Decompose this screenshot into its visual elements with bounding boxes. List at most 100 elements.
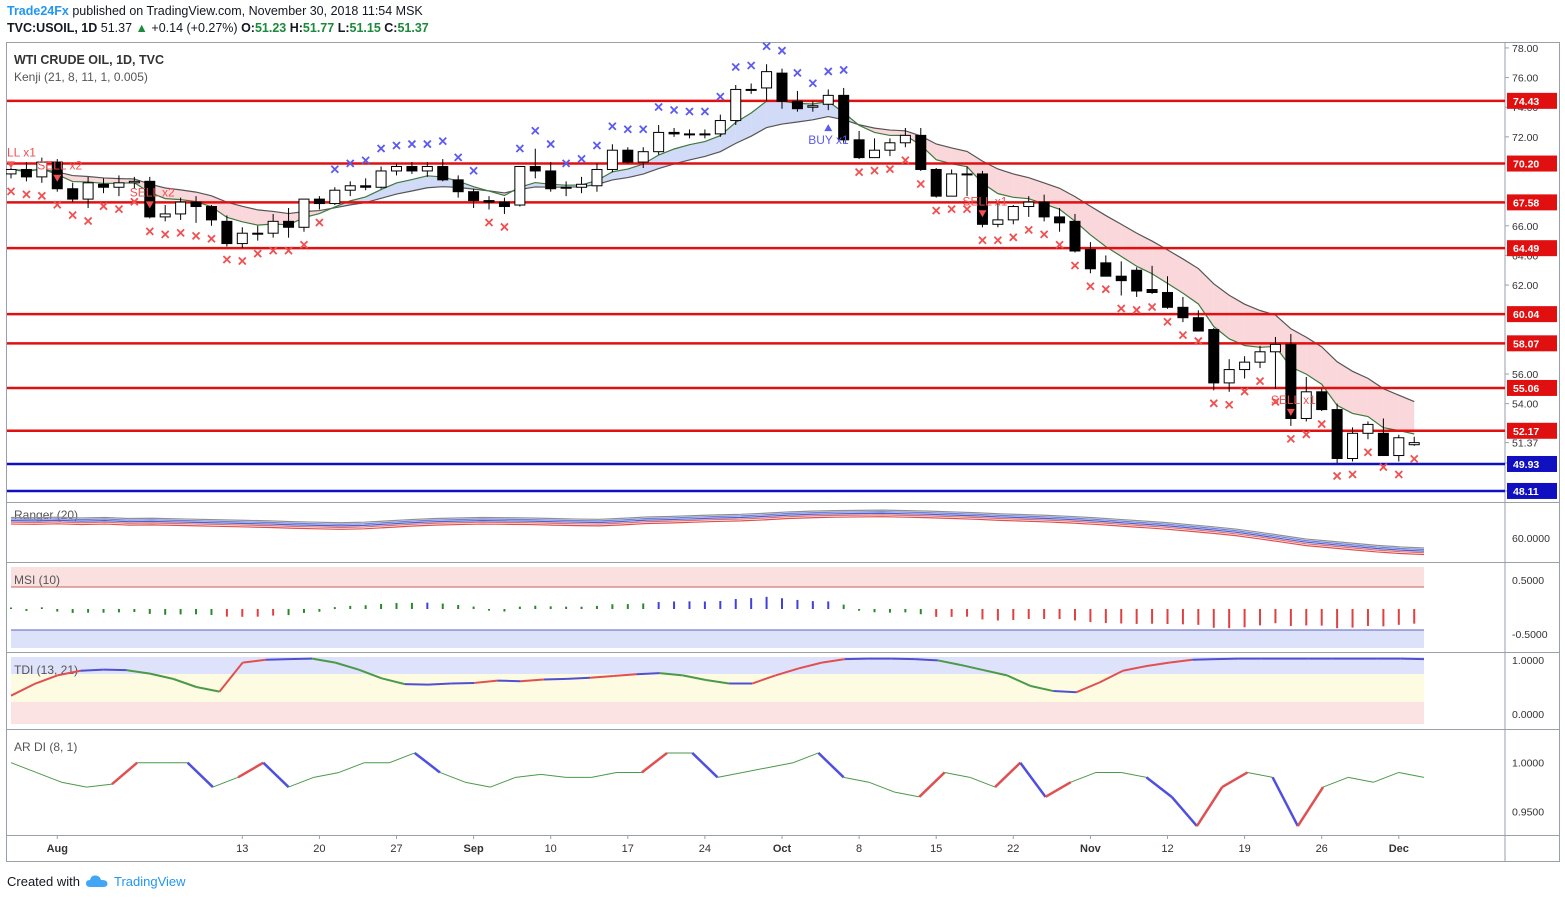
kenji-cloud-segment xyxy=(1013,173,1029,199)
time-tick-label: Nov xyxy=(1080,843,1102,855)
signal-cross-mark xyxy=(1178,330,1188,340)
level-price-tag xyxy=(1507,379,1557,396)
indicator-label: Kenji (21, 8, 11, 1, 0.005) xyxy=(14,70,148,84)
brand-label[interactable]: Trade24Fx xyxy=(7,4,69,18)
ardi-pane[interactable]: AR DI (8, 1) 1.0000 0.9500 xyxy=(10,740,1544,827)
level-price-tag xyxy=(1507,422,1557,439)
time-axis[interactable]: Aug 13 20 27 Sep 10 17 24 Oct 8 15 22 Nov 12 19 26 Dec xyxy=(47,835,1409,855)
candle-down xyxy=(406,166,418,172)
candle-up xyxy=(1393,437,1405,457)
msi-pane[interactable]: MSI (10) 0.5000 -0.5000 xyxy=(10,567,1548,648)
signal-cross-mark xyxy=(1394,470,1403,479)
candle-down xyxy=(1377,432,1389,457)
publish-text: published on TradingView.com, November 3… xyxy=(72,4,423,18)
chart-area[interactable]: 78.0076.0074.0072.0066.0064.0062.0056.00… xyxy=(6,42,1560,862)
level-price-tag xyxy=(1507,482,1557,499)
symbol-label: TVC:USOIL, 1D xyxy=(7,21,98,35)
signal-cross-mark xyxy=(762,42,771,51)
tdi-line-segment xyxy=(335,661,359,671)
buy-arrow-icon xyxy=(824,124,833,132)
ardi-line-segment xyxy=(1019,761,1047,798)
signal-cross-mark xyxy=(423,139,432,149)
ardi-line-segment xyxy=(515,773,541,778)
candle-up xyxy=(6,168,17,175)
signal-cross-mark xyxy=(83,216,93,226)
tradingview-link[interactable]: TradingView xyxy=(113,874,186,889)
msi-tick-label: 0.5000 xyxy=(1512,575,1544,587)
sell-signal-label: SELL x2 xyxy=(37,159,82,173)
tdi-line-segment xyxy=(265,658,289,661)
candle-up xyxy=(560,186,572,189)
level-price-label: 52.17 xyxy=(1513,426,1539,438)
ardi-line-segment xyxy=(1121,771,1147,778)
ranger-pane[interactable]: Ranger (20) 60.0000 xyxy=(10,508,1550,556)
signal-cross-mark xyxy=(1302,430,1311,439)
tdi-line-segment xyxy=(381,677,406,686)
tdi-line-segment xyxy=(10,683,35,697)
signal-cross-mark xyxy=(993,236,1003,245)
price-tick-label: 76.00 xyxy=(1512,73,1538,85)
signal-cross-mark xyxy=(1410,454,1419,464)
candle-down xyxy=(622,149,634,163)
candle-down xyxy=(437,166,449,181)
tdi-line-segment xyxy=(891,657,915,661)
tdi-line-segment xyxy=(358,668,382,680)
ardi-line-segment xyxy=(767,762,794,769)
price-pane[interactable]: 78.0076.0074.0072.0066.0064.0062.0056.00… xyxy=(6,42,1557,499)
kenji-cloud-segment xyxy=(1383,388,1399,431)
signal-cross-mark xyxy=(654,102,663,112)
candle-down xyxy=(1069,220,1081,252)
time-tick-label: 17 xyxy=(622,843,634,855)
signal-cross-mark xyxy=(315,218,324,227)
signal-cross-mark xyxy=(716,92,725,101)
kenji-cloud-segment xyxy=(1321,346,1338,406)
candle-up xyxy=(745,88,757,91)
signal-cross-mark xyxy=(531,126,540,135)
kenji-cloud-segment xyxy=(889,130,906,136)
candle-up xyxy=(1300,391,1312,419)
signal-cross-mark xyxy=(37,191,46,200)
time-tick-label: 22 xyxy=(1007,843,1019,855)
ardi-line-segment xyxy=(1170,796,1198,827)
ardi-line-segment xyxy=(793,752,819,764)
kenji-cloud-segment xyxy=(226,202,243,222)
kenji-cloud-segment xyxy=(751,101,767,137)
low-label: L: xyxy=(337,21,350,35)
tdi-pane[interactable]: TDI (13, 21) 1.0000 0.0000 xyxy=(10,655,1544,724)
kenji-cloud-segment xyxy=(1198,268,1214,327)
level-price-tag xyxy=(1507,455,1557,472)
signal-cross-mark xyxy=(1255,376,1265,386)
tdi-line-segment xyxy=(705,679,730,685)
candle-up xyxy=(252,232,264,235)
tdi-line-segment xyxy=(636,672,660,676)
candle-up xyxy=(236,232,248,245)
kenji-cloud-segment xyxy=(1121,224,1137,267)
candle-down xyxy=(498,201,510,208)
candle-up xyxy=(606,149,618,170)
tdi-line-segment xyxy=(80,668,104,672)
sell-arrow-icon xyxy=(978,210,987,218)
ardi-line-segment xyxy=(86,783,112,788)
tdi-line-segment xyxy=(172,677,197,688)
ardi-line-segment xyxy=(61,781,87,788)
signal-cross-mark xyxy=(839,65,848,75)
tdi-line-segment xyxy=(613,673,637,677)
tdi-line-segment xyxy=(1006,674,1031,687)
signal-cross-mark xyxy=(207,234,216,243)
ardi-line-segment xyxy=(1373,771,1399,783)
candle-up xyxy=(113,182,125,188)
candle-up xyxy=(869,149,881,159)
ranger-title: Ranger (20) xyxy=(14,508,78,522)
tdi-title: TDI (13, 21) xyxy=(14,663,78,677)
tdi-line-segment xyxy=(451,681,475,685)
signal-cross-mark xyxy=(1286,434,1295,444)
ardi-line-segment xyxy=(186,761,214,788)
candle-down xyxy=(791,100,803,110)
candle-up xyxy=(175,201,187,215)
tdi-line-segment xyxy=(960,663,985,672)
tdi-line-segment xyxy=(543,677,567,681)
kenji-cloud-segment xyxy=(1090,206,1106,247)
signal-cross-mark xyxy=(484,218,494,227)
candle-down xyxy=(1208,329,1220,384)
tdi-line-segment xyxy=(1145,661,1170,668)
